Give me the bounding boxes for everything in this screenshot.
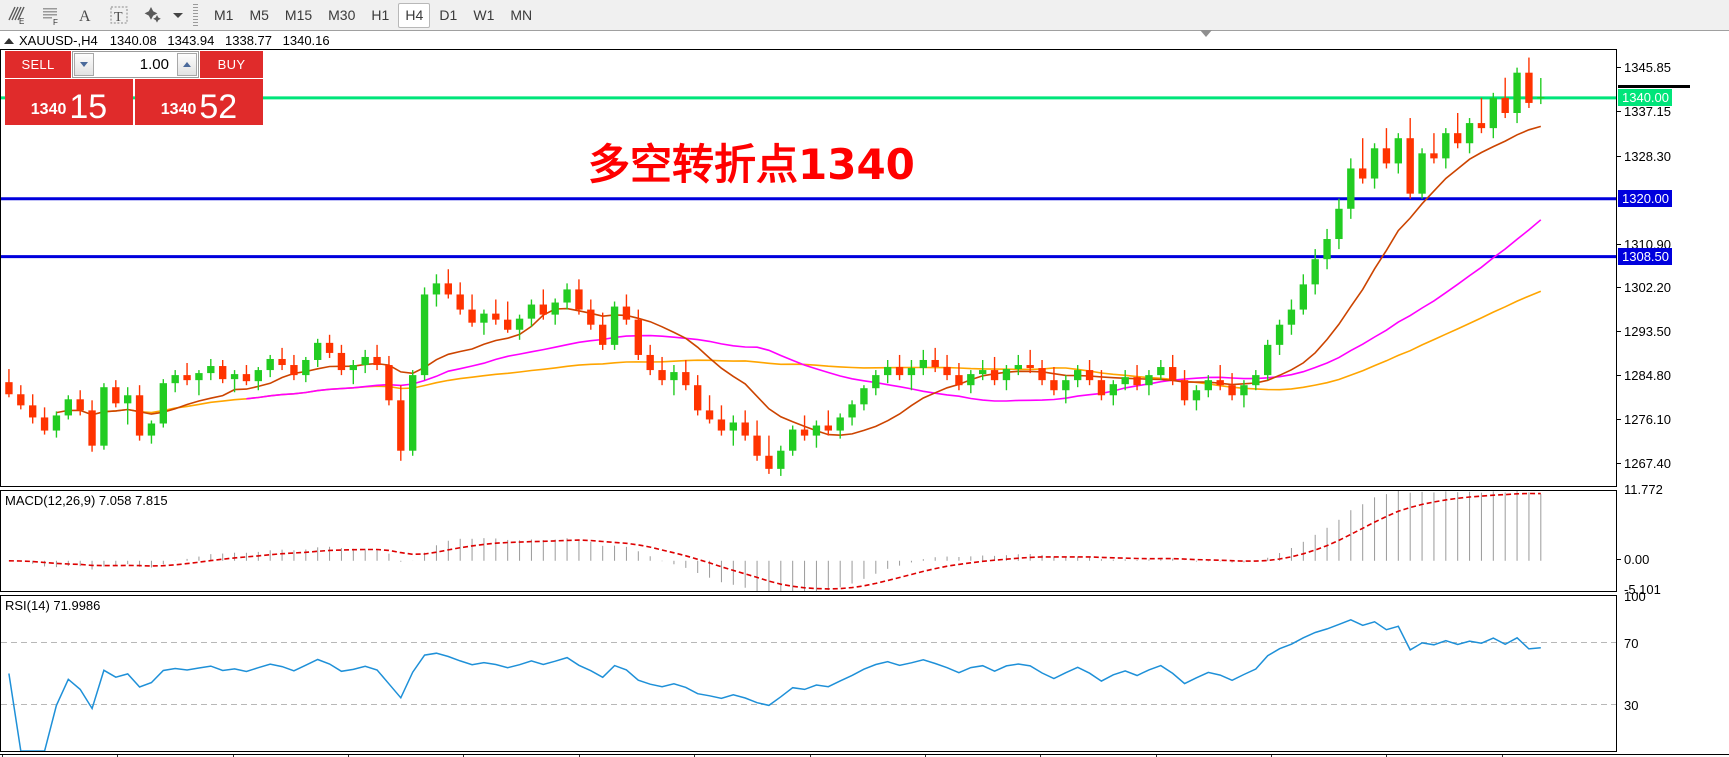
timeframe-w1[interactable]: W1	[473, 7, 495, 23]
volume-input[interactable]: 1.00	[139, 56, 169, 73]
price-tick-1276-10: 1276.10	[1617, 412, 1671, 427]
time-tick	[1271, 755, 1272, 757]
time-tick	[233, 755, 234, 757]
macd-tick-000: 0.00	[1617, 552, 1649, 567]
time-tick	[2, 755, 3, 757]
timeframe-m1[interactable]: M1	[214, 7, 234, 23]
chart-scroll-marker-icon	[1200, 30, 1212, 37]
text-label-icon[interactable]: A	[68, 1, 102, 30]
chart-container[interactable]: MACD(12,26,9) 7.058 7.815 RSI(14) 71.998…	[0, 49, 1729, 757]
macd-pane[interactable]: MACD(12,26,9) 7.058 7.815	[0, 490, 1617, 592]
time-tick	[117, 755, 118, 757]
time-tick	[1386, 755, 1387, 757]
objects-icon[interactable]	[136, 1, 170, 30]
time-tick	[579, 755, 580, 757]
toolbar-separator	[192, 2, 199, 28]
sell-button[interactable]: SELL	[5, 51, 71, 78]
ohlc-close: 1340.16	[282, 33, 330, 48]
price-tick-1293-50: 1293.50	[1617, 324, 1671, 339]
buy-button[interactable]: BUY	[200, 51, 263, 78]
rsi-pane[interactable]: RSI(14) 71.9986	[0, 595, 1617, 752]
sell-price-integer: 1340	[30, 101, 67, 118]
buy-price-display[interactable]: 1340 52	[135, 79, 263, 125]
timeframe-m15[interactable]: M15	[284, 7, 313, 23]
volume-increase-icon[interactable]	[177, 53, 197, 76]
time-tick	[348, 755, 349, 757]
chart-annotation-text: 多空转折点1340	[588, 140, 915, 189]
support-price-tag: 1308.50	[1618, 247, 1672, 265]
price-tick-1337-15: 1337.15	[1617, 104, 1671, 119]
macd-label: MACD(12,26,9) 7.058 7.815	[5, 493, 168, 508]
svg-text:T: T	[114, 10, 123, 25]
ohlc-high: 1343.94	[167, 33, 215, 48]
volume-decrease-icon[interactable]	[74, 53, 94, 76]
time-axis[interactable]: 1 May 20193 May 04:007 May 04:009 May 04…	[0, 754, 1729, 757]
collapse-triangle-icon[interactable]	[4, 37, 14, 44]
rsi-tick-100: 100	[1624, 589, 1646, 604]
buy-price-decimal: 52	[199, 87, 238, 126]
symbol-info-bar: XAUUSD-,H4 1340.08 1343.94 1338.77 1340.…	[0, 32, 1729, 49]
buy-price-integer: 1340	[160, 101, 197, 118]
objects-dropdown-caret-icon[interactable]	[170, 1, 186, 30]
macd-tick-11772: 11.772	[1624, 482, 1663, 497]
symbol-name: XAUUSD-,H4	[19, 33, 98, 48]
ohlc-low: 1338.77	[225, 33, 272, 48]
time-tick	[1156, 755, 1157, 757]
timeframe-m5[interactable]: M5	[249, 7, 269, 23]
rsi-plot	[1, 618, 1616, 751]
price-tick-1284-80: 1284.80	[1617, 368, 1671, 383]
svg-text:F: F	[53, 18, 58, 26]
volume-stepper[interactable]: 1.00	[72, 51, 199, 78]
bid-price-tag: 1340.00	[1618, 88, 1672, 106]
ohlc-open: 1340.08	[109, 33, 157, 48]
svg-text:E: E	[19, 17, 24, 26]
macd-plot	[8, 491, 1542, 591]
time-tick	[463, 755, 464, 757]
rsi-tick-30: 30	[1624, 697, 1639, 713]
timeframe-h1[interactable]: H1	[371, 7, 390, 23]
price-tick-1328-30: 1328.30	[1617, 149, 1671, 164]
resistance-price-tag: 1320.00	[1618, 189, 1672, 207]
price-tick-1302-20: 1302.20	[1617, 280, 1671, 295]
text-box-icon[interactable]: T	[102, 1, 136, 30]
last-price-marker	[1618, 84, 1690, 88]
timeframe-m30[interactable]: M30	[328, 7, 356, 23]
time-tick	[1040, 755, 1041, 757]
price-tick-1267-40: 1267.40	[1617, 456, 1671, 471]
price-axis[interactable]: 1345.85 1337.15 1328.30 1310.90 1302.20 1293.…	[1617, 49, 1729, 757]
timeframe-d1[interactable]: D1	[439, 7, 458, 23]
time-tick	[810, 755, 811, 757]
rsi-label: RSI(14) 71.9986	[5, 598, 101, 613]
time-tick	[1502, 755, 1503, 757]
indicators-icon[interactable]: E	[0, 1, 34, 30]
price-tick-1345-85: 1345.85	[1617, 60, 1671, 75]
svg-text:A: A	[79, 8, 91, 25]
timeframe-group: M1 M5 M15 M30 H1 H4 D1 W1 MN	[206, 2, 540, 28]
one-click-trading-panel[interactable]: SELL 1.00 BUY 1340 15 1340 52	[5, 51, 263, 125]
sell-price-decimal: 15	[69, 87, 108, 126]
timeframe-h4[interactable]: H4	[398, 2, 431, 28]
grid-icon[interactable]: F	[34, 1, 68, 30]
time-tick	[925, 755, 926, 757]
price-plot	[1, 57, 1616, 476]
trade-panel-price-row: 1340 15 1340 52	[5, 79, 263, 125]
sell-price-display[interactable]: 1340 15	[5, 79, 133, 125]
price-pane[interactable]	[0, 49, 1617, 487]
time-tick	[694, 755, 695, 757]
macd-tick-5101: -5.101	[1624, 582, 1661, 597]
trade-panel-top-row: SELL 1.00 BUY	[5, 51, 263, 78]
main-toolbar: E F A T	[0, 0, 1729, 31]
rsi-tick-70: 70	[1624, 635, 1639, 651]
timeframe-mn[interactable]: MN	[510, 7, 533, 23]
